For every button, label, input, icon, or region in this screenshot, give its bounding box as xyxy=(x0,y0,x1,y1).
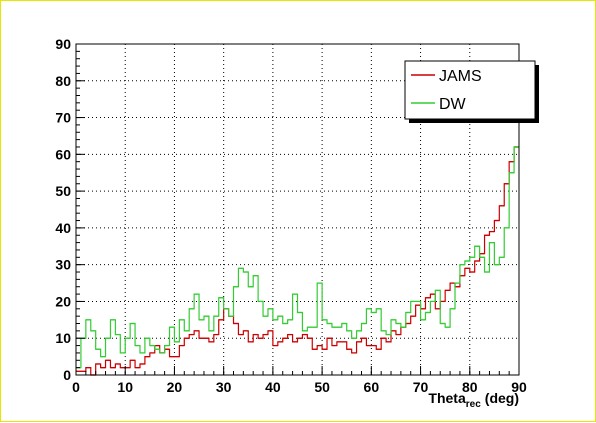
x-tick-label: 80 xyxy=(462,379,478,395)
plot-area-frame xyxy=(75,43,520,376)
y-tick-label: 50 xyxy=(55,183,71,199)
legend-box xyxy=(404,60,536,120)
x-tick-label: 70 xyxy=(413,379,429,395)
series-jams-line xyxy=(76,146,519,376)
legend-label-dw: DW xyxy=(439,96,467,113)
y-tick-label: 20 xyxy=(55,293,71,309)
series-dw xyxy=(76,146,519,369)
x-axis-title-main: Theta xyxy=(428,390,466,406)
x-tick-label: 10 xyxy=(117,379,133,395)
y-tick-label: 30 xyxy=(55,257,71,273)
x-tick-label: 60 xyxy=(364,379,380,395)
series-jams xyxy=(76,146,519,376)
y-tick-label: 60 xyxy=(55,146,71,162)
y-tick-label: 80 xyxy=(55,73,71,89)
x-axis-title-unit: (deg) xyxy=(485,390,519,406)
legend-label-jams: JAMS xyxy=(439,68,482,85)
y-tick-label: 90 xyxy=(55,36,71,52)
x-axis-title-subscript: rec xyxy=(466,399,481,410)
series-dw-line xyxy=(76,146,519,369)
y-tick-label: 0 xyxy=(63,367,71,383)
x-tick-label: 30 xyxy=(216,379,232,395)
series-layer xyxy=(76,146,519,376)
y-tick-label: 10 xyxy=(55,330,71,346)
axis-layer: 0 10 20 30 40 50 60 70 80 90 0 10 20 30 40 50 60 70 80 90 xyxy=(55,36,527,395)
x-tick-label: 50 xyxy=(314,379,330,395)
x-tick-label: 90 xyxy=(511,379,527,395)
x-tick-label: 0 xyxy=(72,379,80,395)
legend: JAMS DW xyxy=(404,60,539,123)
y-tick-label: 40 xyxy=(55,220,71,236)
y-tick-label: 70 xyxy=(55,110,71,126)
x-axis-title: Thetarec (deg) xyxy=(428,390,519,410)
x-tick-label: 40 xyxy=(265,379,281,395)
x-tick-label: 20 xyxy=(167,379,183,395)
